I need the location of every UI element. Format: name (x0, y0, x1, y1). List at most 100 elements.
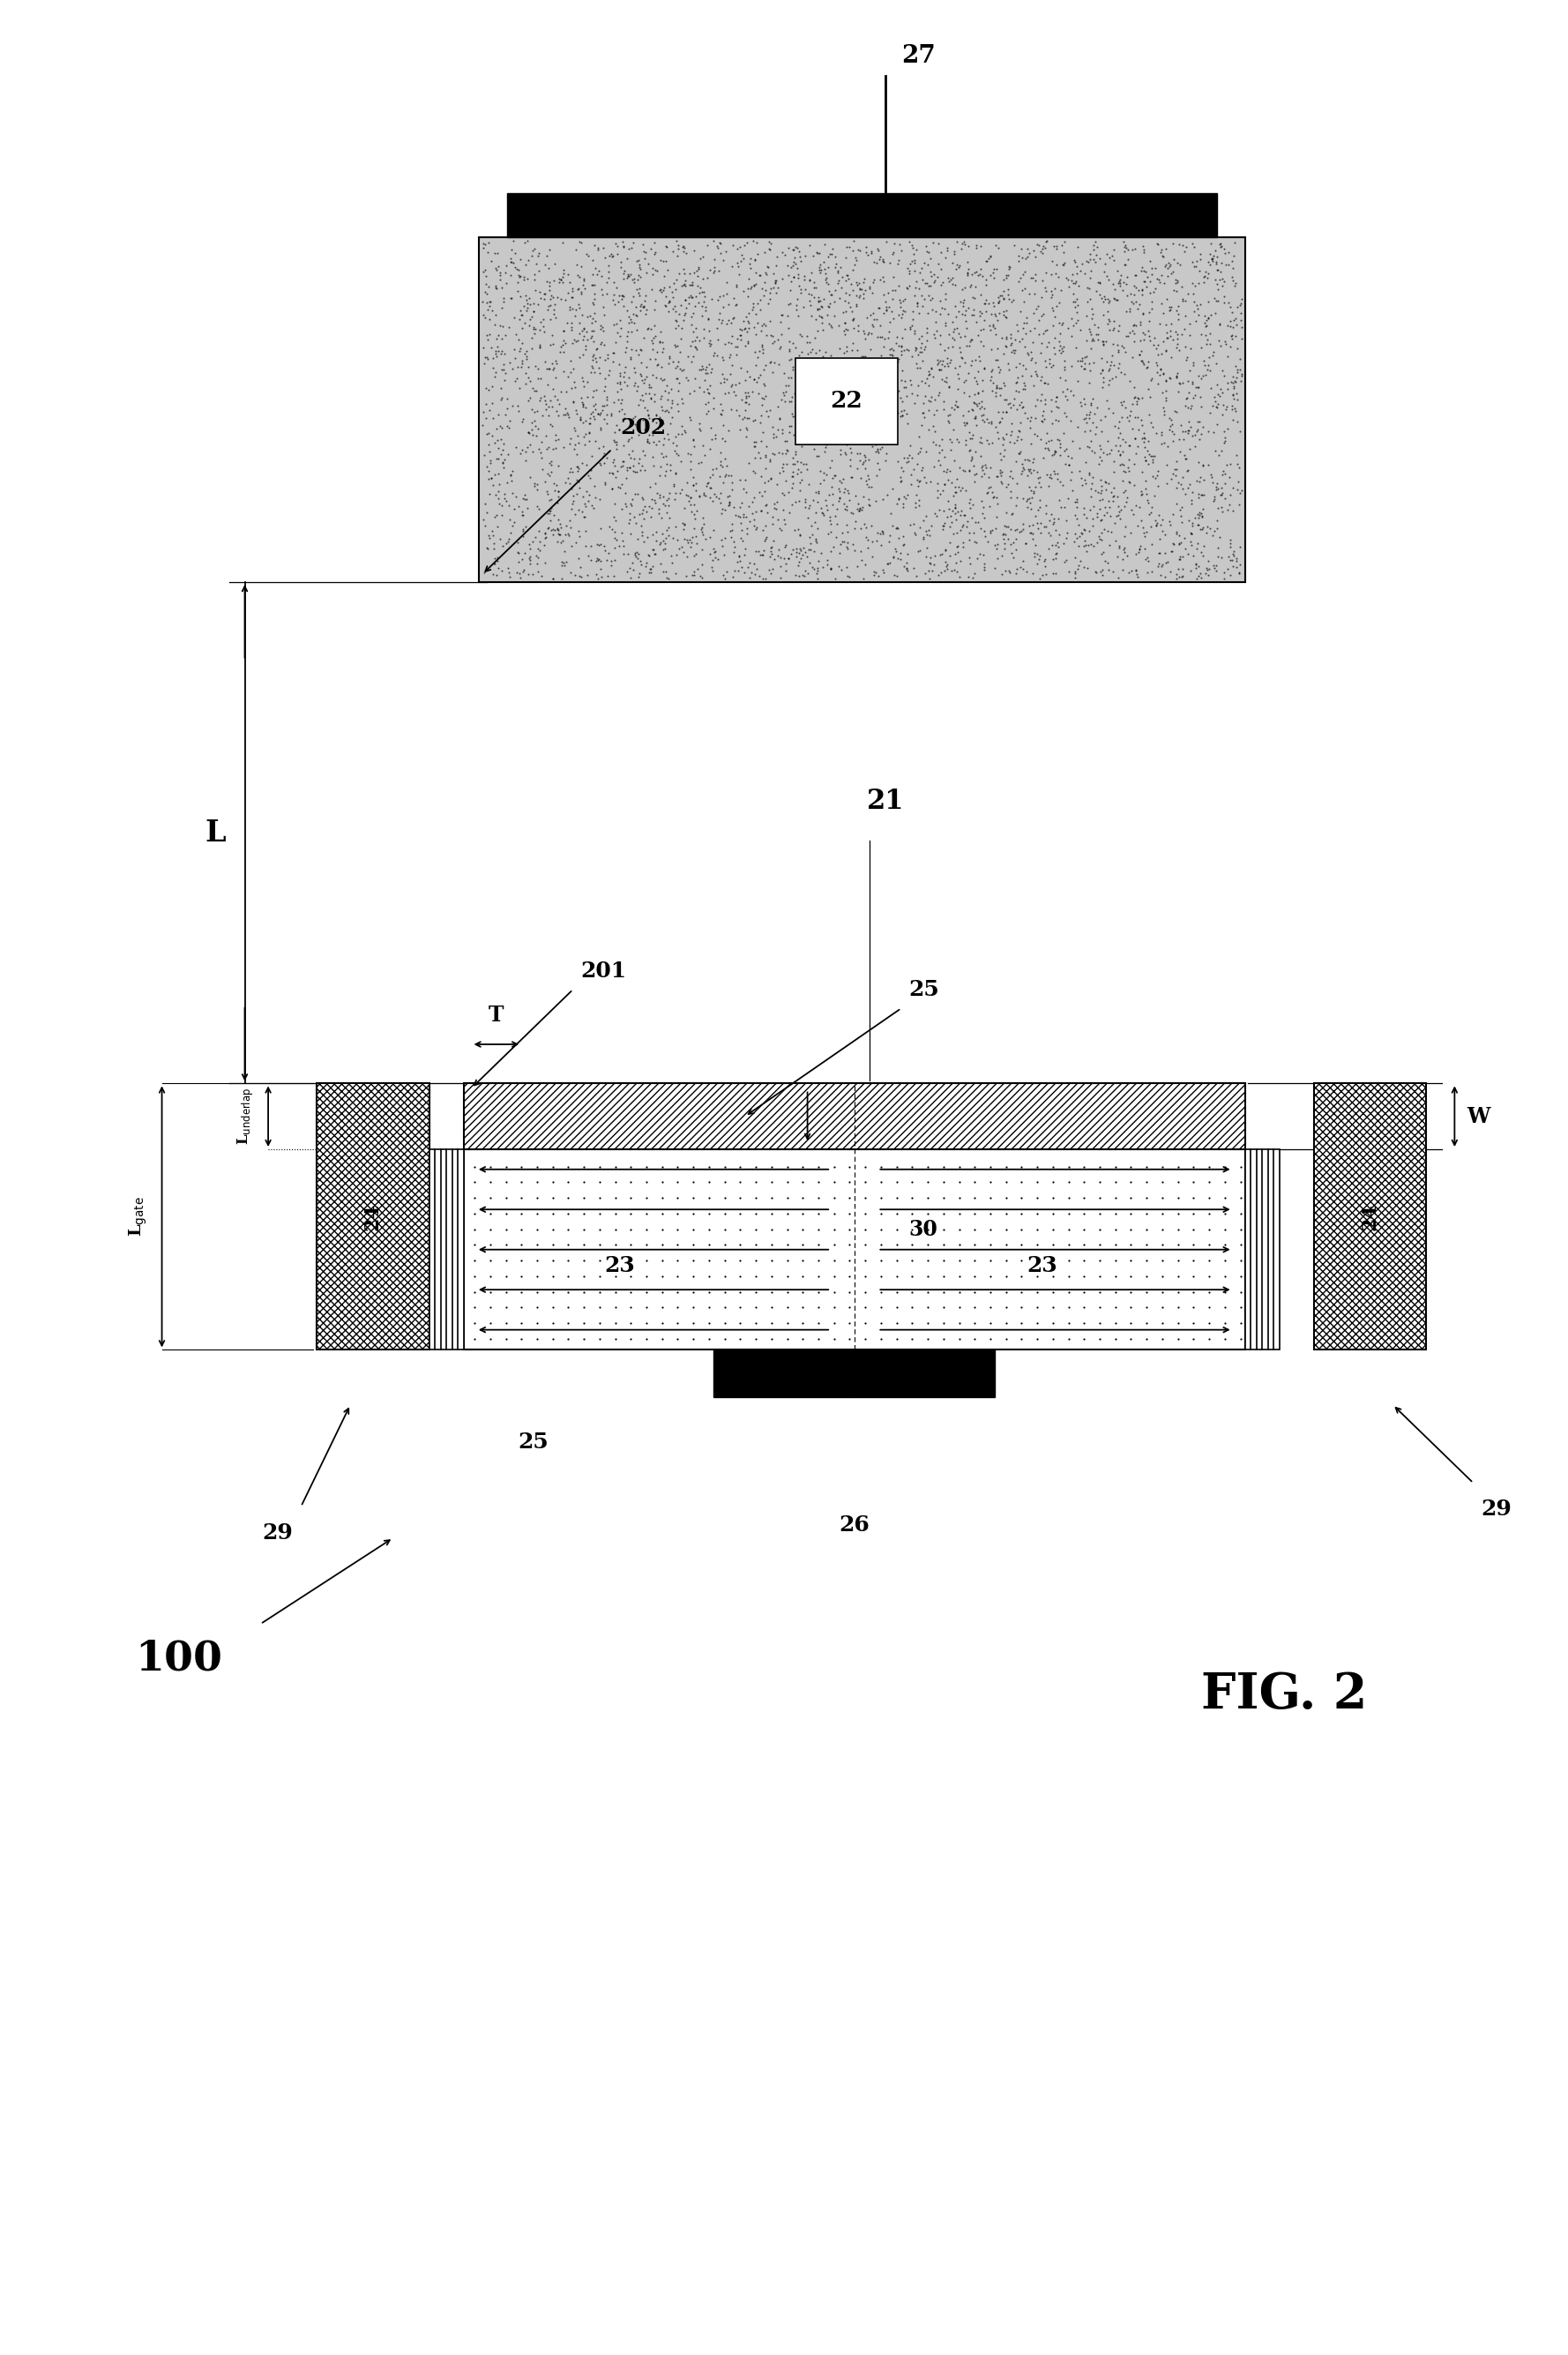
Point (1101, 325, 1126, 363)
Point (988, 440, 1013, 478)
Point (580, 266, 605, 304)
Point (615, 323, 640, 360)
Point (544, 511, 569, 549)
Point (463, 1241, 488, 1279)
Point (1063, 330, 1088, 367)
Point (608, 365, 633, 403)
Point (1152, 535, 1178, 572)
Point (1083, 273, 1109, 311)
Point (1196, 299, 1221, 337)
Point (997, 384, 1022, 422)
Point (1063, 553, 1088, 591)
Point (844, 264, 869, 301)
Point (886, 297, 911, 334)
Point (1013, 268, 1038, 306)
Point (1215, 370, 1240, 407)
Point (1083, 389, 1109, 426)
Point (891, 549, 916, 586)
Point (568, 339, 593, 377)
Point (1076, 396, 1101, 433)
Point (536, 457, 561, 495)
Point (1212, 464, 1237, 502)
Point (463, 1321, 488, 1359)
Point (702, 334, 728, 372)
Point (732, 374, 757, 412)
Point (618, 1210, 643, 1248)
Point (550, 332, 575, 370)
Point (508, 257, 533, 294)
Point (632, 287, 657, 325)
Point (1074, 243, 1099, 280)
Point (1043, 535, 1068, 572)
Point (1182, 426, 1207, 464)
Point (693, 384, 718, 422)
Point (977, 285, 1002, 323)
Point (475, 372, 500, 410)
Point (561, 476, 586, 513)
Point (944, 513, 969, 551)
Point (1057, 447, 1082, 485)
Point (640, 250, 665, 287)
Point (729, 236, 754, 273)
Point (1138, 243, 1163, 280)
Point (786, 443, 811, 480)
Point (599, 455, 624, 492)
Point (721, 558, 746, 596)
Point (560, 384, 585, 422)
Point (463, 1288, 488, 1326)
Point (1010, 551, 1035, 589)
Point (787, 535, 812, 572)
Point (583, 542, 608, 579)
Point (916, 1147, 941, 1185)
Point (972, 499, 997, 537)
Point (993, 297, 1018, 334)
Point (847, 231, 872, 268)
Point (670, 379, 695, 417)
Point (988, 450, 1013, 487)
Point (1068, 311, 1093, 349)
Point (837, 429, 862, 466)
Point (1113, 226, 1138, 264)
Point (1102, 1163, 1127, 1201)
Point (533, 276, 558, 313)
Point (580, 337, 605, 374)
Point (1210, 351, 1236, 389)
Point (862, 405, 887, 443)
Point (784, 389, 809, 426)
Point (724, 245, 750, 283)
Point (491, 443, 516, 480)
Point (941, 313, 966, 351)
Point (861, 553, 886, 591)
Point (1157, 407, 1182, 445)
Point (1163, 469, 1189, 506)
Point (1118, 313, 1143, 351)
Point (913, 464, 938, 502)
Point (1121, 323, 1146, 360)
Point (837, 1305, 862, 1342)
Point (1027, 316, 1052, 353)
Point (778, 264, 803, 301)
Point (787, 238, 812, 276)
Point (1014, 483, 1040, 520)
Point (801, 278, 826, 316)
Point (527, 532, 552, 570)
Point (1179, 485, 1204, 523)
Point (1167, 464, 1192, 502)
Point (594, 542, 619, 579)
Point (1116, 464, 1142, 502)
Point (1131, 344, 1156, 382)
Point (492, 363, 517, 400)
Point (964, 228, 989, 266)
Point (771, 422, 797, 459)
Point (1027, 560, 1052, 598)
Point (1022, 400, 1047, 438)
Point (706, 228, 731, 266)
Point (1024, 1163, 1049, 1201)
Point (1181, 1305, 1206, 1342)
Point (539, 1258, 564, 1295)
Point (1093, 471, 1118, 509)
Point (579, 438, 604, 476)
Point (654, 480, 679, 518)
Point (1223, 436, 1248, 473)
Point (654, 452, 679, 490)
